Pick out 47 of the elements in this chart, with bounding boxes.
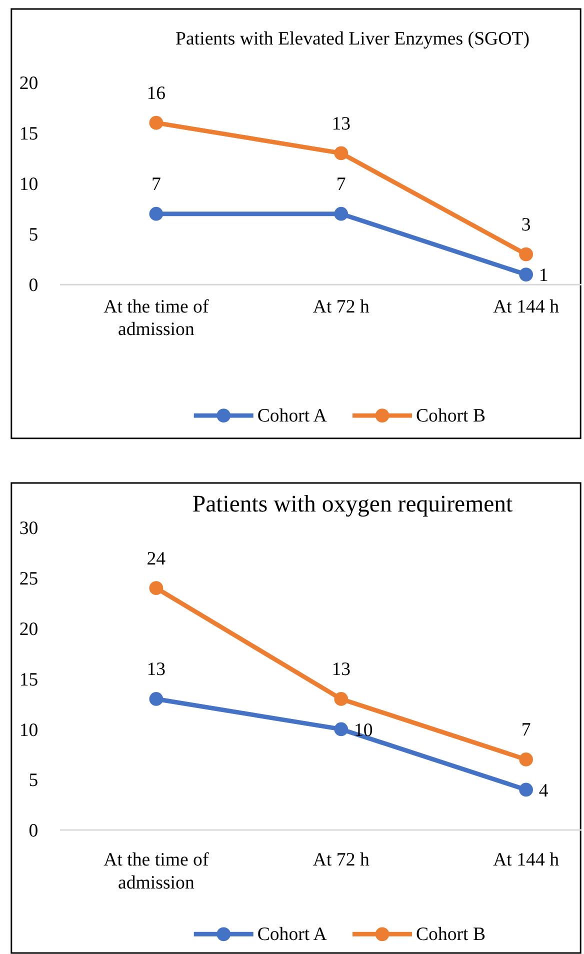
- point: [334, 146, 348, 160]
- y-tick-label: 30: [19, 518, 38, 540]
- legend-label: Cohort A: [257, 924, 328, 946]
- point: [519, 752, 533, 766]
- data-label: 7: [521, 720, 531, 741]
- y-tick-label: 5: [28, 224, 38, 246]
- y-tick-label: 20: [19, 72, 38, 94]
- chart-title: Patients with Elevated Liver Enzymes (SGOT): [176, 28, 530, 50]
- point: [334, 692, 348, 706]
- data-label: 13: [332, 659, 351, 680]
- point: [519, 247, 533, 262]
- legend-label: Cohort B: [416, 406, 486, 427]
- x-tick-label: At 144 h: [493, 850, 560, 871]
- data-label: 24: [146, 548, 166, 570]
- x-tick-label: At the time of admission: [104, 850, 210, 894]
- point: [149, 581, 164, 596]
- data-label: 7: [336, 174, 346, 196]
- y-tick-label: 10: [19, 174, 38, 196]
- y-tick-label: 15: [19, 124, 38, 145]
- x-tick-label: At 144 h: [493, 296, 560, 318]
- data-label: 1: [538, 265, 548, 286]
- point: [149, 206, 164, 221]
- point: [519, 268, 533, 282]
- point: [149, 116, 164, 130]
- y-tick-label: 15: [19, 669, 38, 690]
- y-tick-label: 10: [19, 720, 38, 741]
- data-label: 16: [146, 83, 166, 104]
- y-tick-label: 5: [28, 770, 38, 792]
- y-tick-label: 20: [19, 619, 38, 640]
- chart-title: Patients with oxygen requirement: [192, 492, 514, 518]
- point: [149, 692, 164, 706]
- data-label: 3: [521, 214, 531, 236]
- data-label: 4: [538, 780, 549, 802]
- y-tick-label: 25: [19, 568, 38, 590]
- y-tick-label: 0: [28, 820, 38, 842]
- y-tick-label: 0: [28, 275, 38, 296]
- x-tick-label: At 72 h: [312, 850, 370, 871]
- legend-label: Cohort A: [257, 406, 328, 427]
- point: [519, 782, 533, 797]
- legend-label: Cohort B: [416, 924, 486, 946]
- x-tick-label: At the time of admission: [104, 296, 210, 340]
- x-tick-label: At 72 h: [312, 296, 370, 318]
- point: [334, 722, 348, 736]
- data-label: 13: [332, 113, 351, 134]
- point: [334, 206, 348, 221]
- data-label: 13: [146, 659, 166, 680]
- data-label: 7: [151, 174, 161, 196]
